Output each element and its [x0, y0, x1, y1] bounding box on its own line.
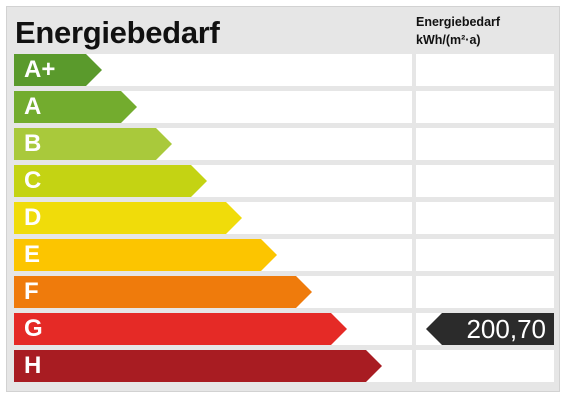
energy-class-row: C: [7, 165, 559, 197]
energy-class-row: F: [7, 276, 559, 308]
energy-value-cell: [416, 276, 554, 308]
energy-value-marker: 200,70: [426, 313, 554, 345]
energy-class-label: E: [24, 241, 41, 268]
energy-class-arrow: E: [14, 239, 277, 271]
energy-class-row: D: [7, 202, 559, 234]
value-column-header: Energiebedarf kWh/(m²·a): [416, 13, 556, 49]
energy-class-row: A: [7, 91, 559, 123]
energy-class-label: C: [24, 167, 42, 194]
value-column-unit: kWh/(m²·a): [416, 33, 481, 47]
energy-class-label: H: [24, 352, 42, 379]
energy-class-arrow: C: [14, 165, 207, 197]
energy-class-arrow: B: [14, 128, 172, 160]
energy-value-cell: [416, 239, 554, 271]
energy-class-cell: A: [14, 91, 412, 123]
energy-class-label: G: [24, 315, 43, 342]
energy-class-arrow: D: [14, 202, 242, 234]
energy-value-cell: [416, 54, 554, 86]
energy-class-row: A+: [7, 54, 559, 86]
energy-value-text: 200,70: [466, 314, 546, 344]
energy-class-row: G 200,70: [7, 313, 559, 345]
energy-class-arrow: A: [14, 91, 137, 123]
energy-class-cell: C: [14, 165, 412, 197]
energy-class-arrow: A+: [14, 54, 102, 86]
energy-class-arrow: H: [14, 350, 382, 382]
energy-class-label: A+: [24, 56, 56, 83]
energy-value-cell: [416, 350, 554, 382]
energy-class-cell: B: [14, 128, 412, 160]
energy-class-cell: A+: [14, 54, 412, 86]
energy-value-cell: [416, 165, 554, 197]
energy-class-cell: F: [14, 276, 412, 308]
energy-value-cell: [416, 91, 554, 123]
energy-value-cell: 200,70: [416, 313, 554, 345]
energy-value-cell: [416, 202, 554, 234]
energy-class-label: B: [24, 130, 42, 157]
energy-class-cell: E: [14, 239, 412, 271]
energy-class-label: A: [24, 93, 42, 120]
energy-class-arrow: G: [14, 313, 347, 345]
energy-class-row: E: [7, 239, 559, 271]
energy-class-row: B: [7, 128, 559, 160]
energy-class-row: H: [7, 350, 559, 382]
energy-value-cell: [416, 128, 554, 160]
energy-class-cell: D: [14, 202, 412, 234]
energy-class-label: F: [24, 278, 39, 305]
energy-label-title: Energiebedarf: [15, 15, 220, 50]
energy-label-panel: Energiebedarf Energiebedarf kWh/(m²·a) A…: [6, 6, 560, 392]
energy-class-label: D: [24, 204, 42, 231]
energy-class-cell: H: [14, 350, 412, 382]
energy-class-arrow: F: [14, 276, 312, 308]
value-column-title: Energiebedarf: [416, 15, 501, 29]
energy-class-cell: G: [14, 313, 412, 345]
